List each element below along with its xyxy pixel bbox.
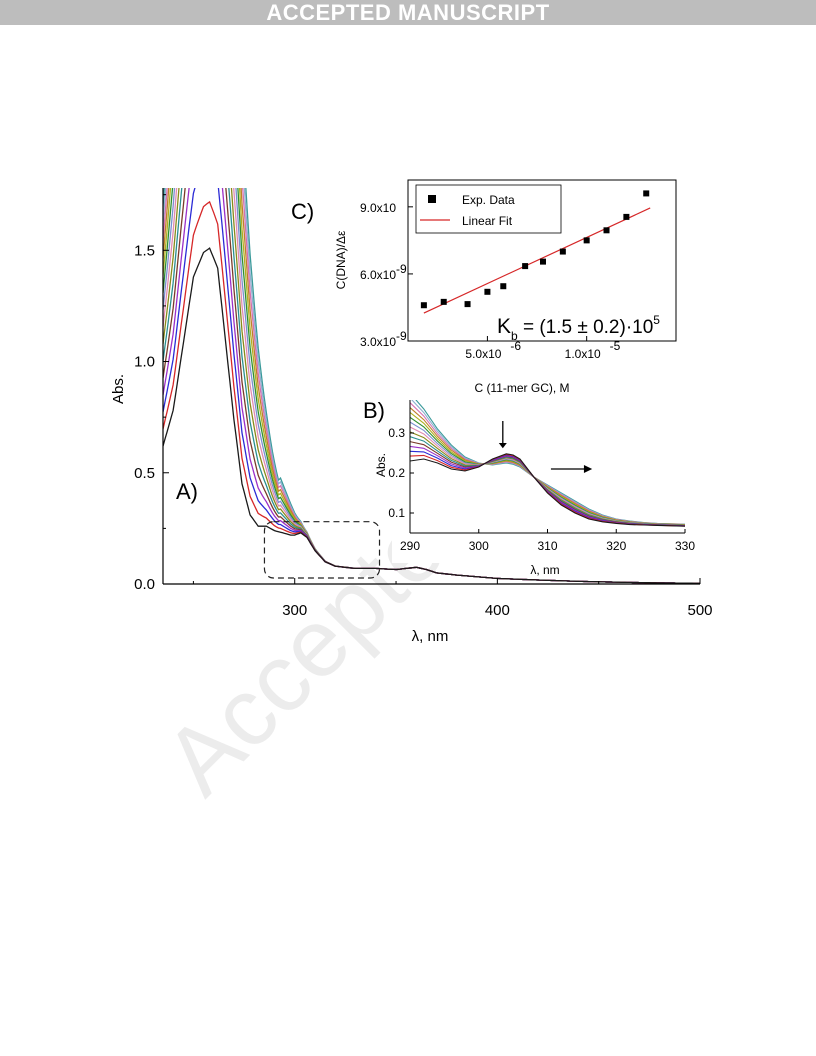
binding-constant-sub: b (511, 329, 518, 343)
panel-c-y-tick-label: 3.0x10 (360, 335, 396, 349)
panel-c-legend-label: Linear Fit (462, 214, 513, 228)
panel-c-frame (407, 179, 677, 342)
panel-c-data-point (583, 237, 590, 244)
panel-b-x-tick-label: 310 (537, 539, 557, 553)
panel-c-data-point (484, 288, 491, 295)
panel-a-y-tick-label: 0.5 (134, 465, 155, 482)
panel-c-binding-constant: Kb = (1.5 ± 0.2)·105 (497, 313, 660, 343)
panel-b-series-line (410, 453, 685, 527)
panel-b-label: B) (363, 398, 385, 423)
panel-c-data-point (420, 302, 427, 309)
panel-c-x-tick-exponent: -5 (610, 339, 621, 353)
panel-a-x-axis-label: λ, nm (412, 628, 449, 645)
panel-c-plot: 3.0x10 -96.0x10 -99.0x105.0x10-61.0x10-5Ex… (360, 179, 677, 361)
panel-c-y-tick-label: 6.0x10 (360, 268, 396, 282)
panel-a-label: A) (176, 479, 198, 504)
panel-c-y-tick-mantissa: 6.0x10 (360, 268, 396, 282)
panel-b-right-arrow-head (583, 465, 593, 473)
panel-b-y-axis-label: Abs. (374, 453, 388, 477)
panel-a-y-tick-label: 0.0 (134, 576, 155, 593)
panel-c-legend-label: Exp. Data (462, 193, 515, 207)
panel-c-x-axis-label: C (11-mer GC), M (474, 381, 569, 395)
panel-a-zoom-box (263, 521, 381, 579)
panel-b-x-tick-label: 320 (606, 539, 626, 553)
panel-a-series-line (163, 247, 700, 584)
panel-a-series-group (163, 188, 700, 584)
panel-a-y-tick-label: 1.0 (134, 354, 155, 371)
binding-constant-sup: 5 (653, 313, 660, 327)
panel-b-y-tick-label: 0.3 (388, 426, 405, 440)
panel-c-y-tick-label: 9.0x10 (360, 201, 396, 215)
panel-c-y-axis-label: C(DNA)/Δε (334, 230, 348, 289)
panel-c-data-point (603, 227, 610, 234)
panel-b-y-tick-label: 0.1 (388, 506, 405, 520)
panel-c-y-tick-exponent: -9 (396, 262, 407, 276)
binding-constant-main: K (497, 315, 511, 338)
panel-c-data-point (559, 248, 566, 255)
binding-constant-rest: = (1.5 ± 0.2)·10 (518, 317, 654, 338)
panel-c-y-tick-mantissa: 3.0x10 (360, 335, 396, 349)
panel-c-legend-marker (428, 195, 436, 203)
panel-c-y-tick-mantissa: 9.0x10 (360, 201, 396, 215)
panel-b-background (392, 385, 698, 563)
panel-a-x-tick-label: 300 (282, 602, 307, 619)
panel-c-fit-line (423, 207, 651, 314)
panel-b-down-arrow-head (498, 443, 507, 449)
panel-a-plot: 0.0 0.5 1.0 1.5 300 400 500 (134, 188, 713, 619)
panel-c-x-tick-label: 5.0x10 (465, 347, 501, 361)
panel-c-data-point (539, 258, 546, 265)
panel-b-x-axis-label: λ, nm (530, 563, 559, 577)
panel-c-data-point (623, 213, 630, 220)
panel-c-data-point (464, 301, 471, 308)
panel-b-x-tick-label: 330 (675, 539, 695, 553)
panel-c-x-tick-exponent: -6 (510, 339, 521, 353)
accepted-manuscript-banner: ACCEPTED MANUSCRIPT (0, 0, 816, 25)
panel-c-label: C) (291, 199, 314, 224)
panel-c-y-tick-exponent: -9 (396, 329, 407, 343)
panel-a-y-axis-label: Abs. (110, 374, 127, 404)
panel-b-y-tick-label: 0.2 (388, 466, 405, 480)
panel-c-data-point (522, 263, 529, 270)
panel-c-data-point (500, 283, 507, 290)
panel-c-x-tick-label: 1.0x10 (565, 347, 601, 361)
panel-c-data-point (440, 298, 447, 305)
panel-a-y-tick-label: 1.5 (134, 242, 155, 259)
panel-b-series-group (410, 393, 685, 527)
panel-c-data-point (643, 190, 650, 197)
panel-c-legend-box (415, 184, 562, 234)
panel-b-x-tick-label: 290 (400, 539, 420, 553)
panel-a-x-tick-label: 400 (485, 602, 510, 619)
panel-a-x-tick-label: 500 (687, 602, 712, 619)
panel-b-x-tick-label: 300 (469, 539, 489, 553)
